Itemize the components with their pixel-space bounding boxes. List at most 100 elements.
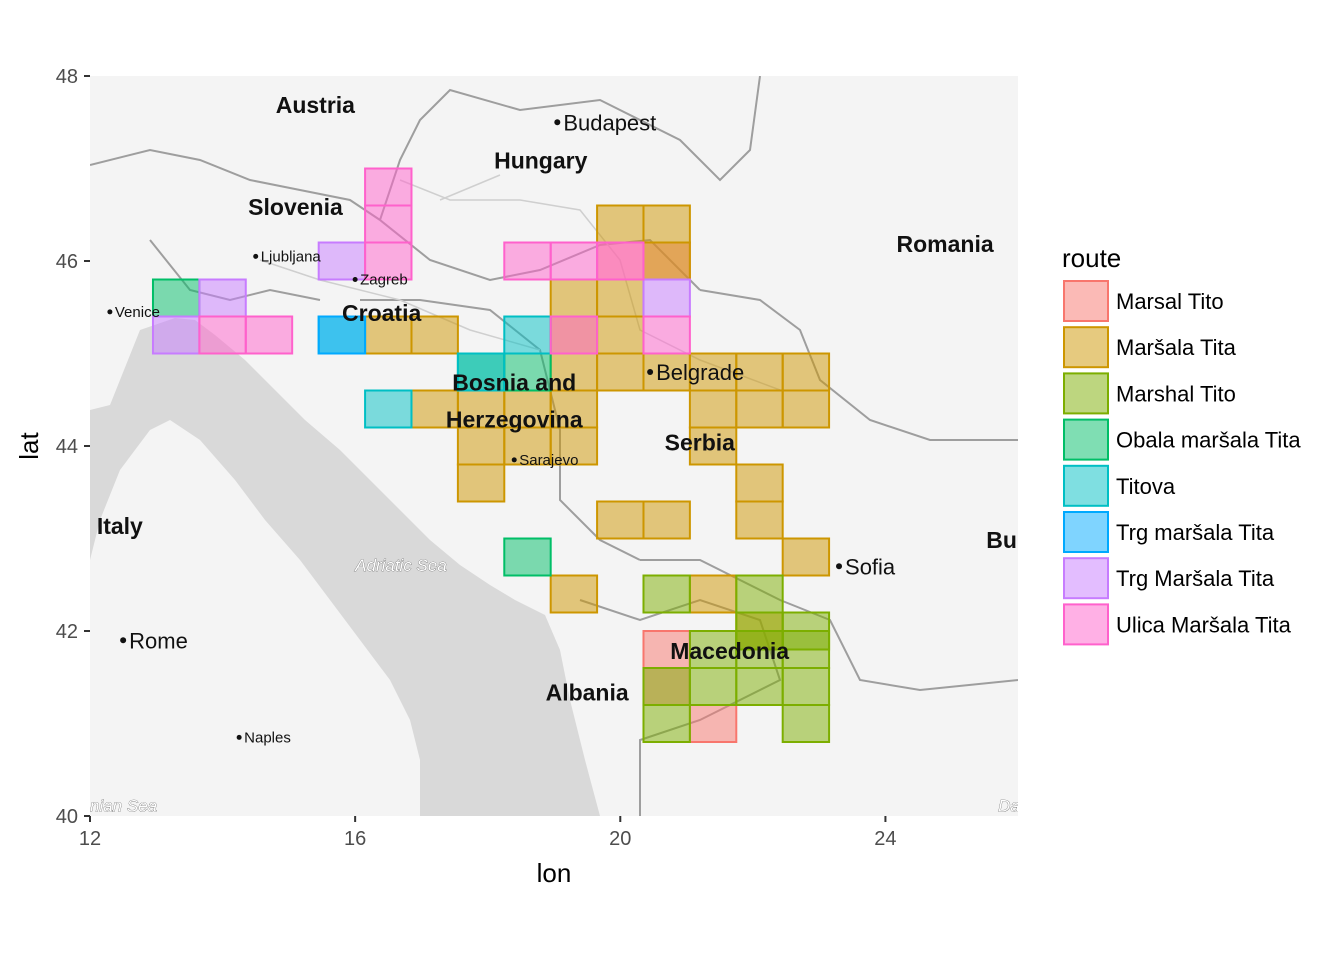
sea-label: nian Sea — [90, 796, 157, 815]
route-cell — [151, 315, 201, 355]
route-cell — [735, 463, 784, 503]
legend-key — [1063, 326, 1109, 369]
city-dot — [511, 457, 517, 463]
x-axis: 12 16 20 24 — [79, 816, 897, 850]
y-axis-title: lat — [14, 431, 44, 459]
route-cell — [364, 204, 413, 244]
route-cell — [735, 630, 784, 669]
legend-label: Marsal Tito — [1116, 289, 1224, 314]
legend-label: Obala maršala Tita — [1116, 428, 1301, 453]
route-cell — [503, 426, 552, 466]
legend-label: Ulica Maršala Tita — [1116, 612, 1292, 637]
legend-title: route — [1062, 243, 1121, 273]
legend-key — [1063, 603, 1109, 646]
route-cell — [503, 315, 552, 355]
legend-key — [1063, 511, 1109, 553]
x-axis-title: lon — [537, 858, 572, 888]
legend-label: Marshal Tito — [1116, 381, 1236, 406]
route-cell — [596, 315, 645, 355]
route-cell — [549, 241, 599, 281]
city-label: Sofia — [845, 554, 896, 579]
y-axis: 40 42 44 46 48 — [56, 66, 90, 828]
city-label: Ljubljana — [261, 248, 322, 265]
route-cell — [642, 704, 691, 743]
country-label: Albania — [546, 679, 629, 705]
city-label: Venice — [115, 304, 160, 321]
route-cell — [735, 667, 784, 706]
route-cell — [503, 537, 552, 577]
route-cell — [549, 426, 599, 466]
country-label: Austria — [276, 92, 355, 118]
city-dot — [836, 563, 843, 570]
city-dot — [236, 734, 242, 740]
x-tick-label: 16 — [344, 828, 366, 850]
route-cell — [503, 241, 552, 281]
country-label: Italy — [97, 513, 143, 539]
x-tick-label: 20 — [609, 828, 631, 850]
city-label: Sarajevo — [519, 452, 578, 469]
city-dot — [647, 369, 654, 375]
city-label: Naples — [244, 729, 291, 746]
route-cell — [688, 352, 738, 392]
y-tick-label: 48 — [56, 66, 78, 88]
route-cell — [456, 426, 506, 466]
basemap-labels: Austria Hungary Slovenia Croatia Romania Bosn… — [90, 92, 1020, 816]
legend-label: Maršala Tita — [1116, 335, 1237, 360]
country-label: Slovenia — [248, 194, 343, 220]
basemap-italy — [90, 420, 420, 816]
route-cell — [642, 204, 691, 244]
route-cell — [596, 204, 645, 244]
route-cell — [456, 389, 506, 429]
route-cell — [456, 352, 506, 392]
route-cell — [642, 574, 691, 614]
route-cell — [596, 500, 645, 540]
city-dot — [107, 309, 113, 315]
route-cell — [642, 278, 691, 318]
route-cell — [198, 278, 247, 318]
country-label: Macedonia — [670, 638, 789, 664]
route-cell — [781, 667, 831, 706]
route-cell — [549, 315, 599, 355]
route-cell — [781, 352, 831, 392]
legend-key — [1063, 464, 1109, 507]
city-dot — [253, 253, 259, 259]
route-cell — [781, 389, 831, 429]
route-cell — [317, 241, 367, 281]
route-cell — [688, 426, 738, 466]
route-cell — [781, 630, 831, 669]
x-tick-label: 24 — [874, 828, 896, 850]
city-label: Rome — [129, 628, 188, 653]
y-tick-label: 46 — [56, 251, 78, 273]
route-cell — [456, 463, 506, 503]
route-cell — [364, 167, 413, 207]
route-cell — [410, 389, 459, 429]
route-cell — [244, 315, 294, 355]
country-label: Hungary — [494, 148, 588, 174]
city-dot — [352, 277, 358, 282]
route-cell — [642, 241, 691, 281]
route-cell — [688, 704, 738, 743]
y-tick-label: 42 — [56, 621, 78, 643]
country-label: Herzegovina — [446, 407, 583, 433]
legend-key — [1063, 280, 1109, 322]
route-cell — [735, 389, 784, 429]
legend-label: Trg Maršala Tita — [1116, 566, 1275, 591]
route-cell — [781, 537, 831, 577]
sea-label: Da — [998, 796, 1020, 815]
route-cell — [642, 315, 691, 355]
city-label: Belgrade — [656, 360, 744, 385]
legend-label: Trg maršala Tita — [1116, 520, 1275, 545]
city-label: Zagreb — [360, 272, 408, 289]
city-dot — [120, 637, 127, 644]
country-label: Serbia — [665, 430, 736, 456]
country-label: Croatia — [342, 300, 421, 326]
route-cell — [642, 667, 691, 706]
route-cell — [317, 315, 367, 355]
y-tick-label: 40 — [56, 806, 78, 828]
route-cell — [596, 241, 645, 281]
route-cell — [596, 352, 645, 392]
route-cell — [642, 500, 691, 540]
country-label: Bosnia and — [452, 370, 576, 396]
route-cell — [549, 574, 599, 614]
